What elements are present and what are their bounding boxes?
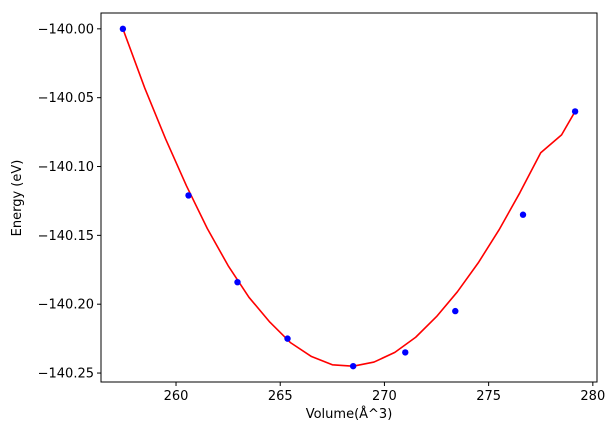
x-axis-label: Volume(Å^3) (306, 406, 393, 422)
y-tick-label: −140.00 (38, 22, 94, 37)
y-axis-ticks: −140.25 −140.20 −140.15 −140.10 −140.05 −140.… (38, 22, 101, 382)
data-point (119, 25, 127, 33)
y-tick-label: −140.10 (38, 160, 94, 175)
x-tick-label: 280 (580, 389, 605, 404)
data-point (452, 307, 459, 315)
data-point (571, 108, 579, 115)
x-axis-ticks: 260 265 270 275 280 (164, 382, 605, 404)
y-tick-label: −140.25 (38, 367, 94, 382)
x-tick-label: 260 (164, 389, 189, 404)
data-point (234, 278, 241, 286)
plot-area (101, 13, 597, 382)
data-point (519, 211, 527, 218)
x-tick-label: 265 (268, 389, 293, 404)
x-tick-label: 270 (372, 389, 397, 404)
y-tick-label: −140.20 (38, 298, 94, 313)
data-point (185, 192, 192, 199)
x-tick-label: 275 (476, 389, 501, 404)
plot-frame (100, 12, 598, 383)
y-tick-label: −140.15 (38, 229, 94, 244)
data-point (402, 349, 409, 356)
data-points-layer (119, 25, 579, 370)
data-point (284, 335, 291, 342)
y-tick-label: −140.05 (38, 91, 94, 106)
y-axis-label: Energy (eV) (10, 160, 25, 237)
data-point (349, 362, 357, 370)
